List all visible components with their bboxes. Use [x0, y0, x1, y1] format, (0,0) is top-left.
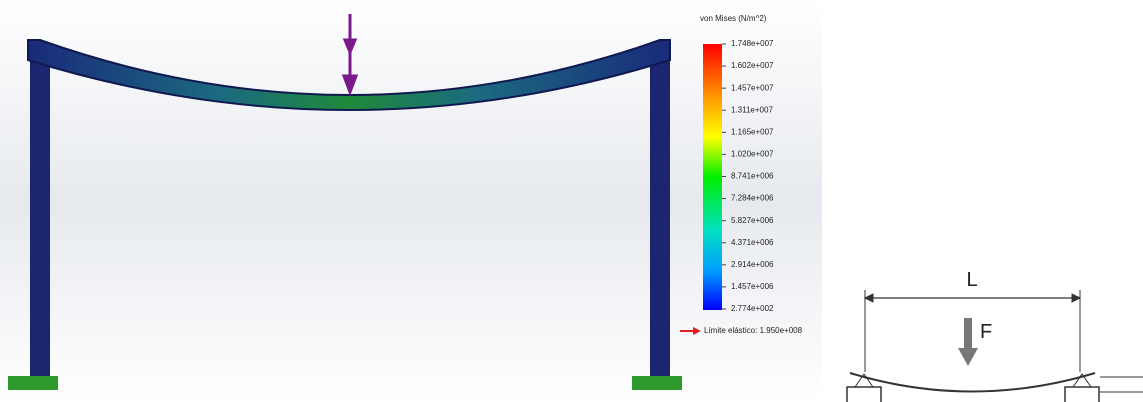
left-support — [8, 376, 58, 390]
color-bar — [703, 44, 722, 310]
viewport — [0, 0, 822, 402]
right-support — [632, 376, 682, 390]
yield-label: Límite elástico: 1.950e+008 — [704, 326, 803, 335]
legend-label: 1.311e+007 — [731, 105, 773, 114]
legend-label: 2.914e+006 — [731, 260, 774, 269]
legend-label: 5.827e+006 — [731, 216, 774, 225]
simulation-view: von Mises (N/m^2) 1.748e+007 1.602e+007 1.… — [0, 0, 822, 402]
legend-label: 1.020e+007 — [731, 150, 774, 159]
legend-label: 4.371e+006 — [731, 238, 774, 247]
legend-label: 1.602e+007 — [731, 61, 774, 70]
page: von Mises (N/m^2) 1.748e+007 1.602e+007 1.… — [0, 0, 1143, 402]
legend-label: 1.748e+007 — [731, 39, 774, 48]
legend-label: 8.741e+006 — [731, 172, 774, 181]
left-column — [30, 60, 50, 380]
legend-label: 2.774e+002 — [731, 304, 774, 313]
length-label: L — [966, 269, 977, 291]
legend-label: 1.457e+007 — [731, 83, 774, 92]
beam-diagram — [847, 290, 1143, 402]
legend-label: 1.457e+006 — [731, 282, 774, 291]
legend-label: 1.165e+007 — [731, 127, 774, 136]
force-label: F — [980, 321, 992, 343]
legend-label: 7.284e+006 — [731, 194, 774, 203]
legend-title: von Mises (N/m^2) — [700, 14, 767, 23]
right-column — [650, 60, 670, 380]
